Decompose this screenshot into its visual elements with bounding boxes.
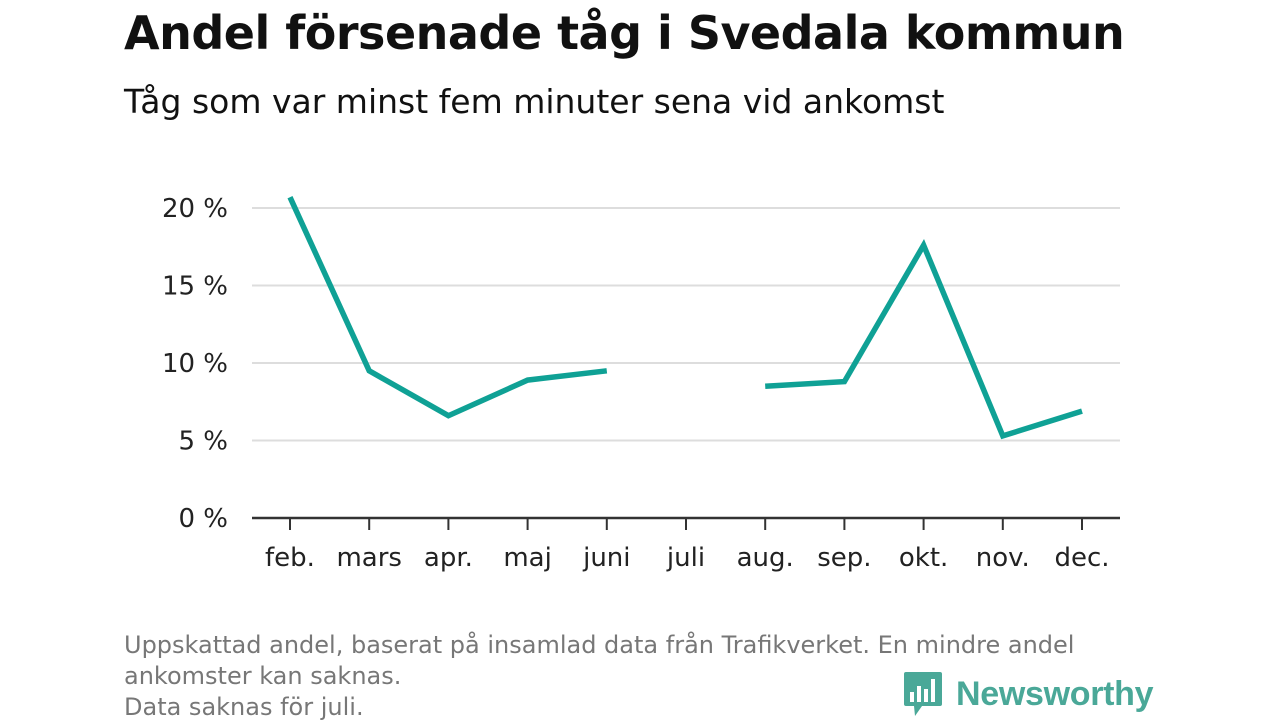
y-tick-label: 20 % bbox=[162, 194, 228, 224]
chart-subtitle: Tåg som var minst fem minuter sena vid a… bbox=[124, 82, 945, 121]
x-tick-label: dec. bbox=[1054, 543, 1109, 573]
footnote-line-3: Data saknas för juli. bbox=[124, 693, 364, 721]
series-line-segment bbox=[287, 196, 608, 419]
newsworthy-logo[interactable]: Newsworthy bbox=[902, 670, 1154, 718]
x-tick-label: maj bbox=[503, 543, 551, 573]
series-line bbox=[287, 196, 1083, 440]
y-tick-label: 10 % bbox=[162, 349, 228, 379]
footnote-line-2: ankomster kan saknas. bbox=[124, 662, 402, 690]
y-tick-label: 15 % bbox=[162, 272, 228, 302]
x-tick-label: juli bbox=[666, 543, 705, 573]
y-tick-label: 0 % bbox=[178, 504, 228, 534]
x-axis bbox=[252, 516, 1120, 530]
x-tick-label: nov. bbox=[976, 543, 1030, 573]
x-tick-labels: feb. mars apr. maj juni juli aug. sep. okt. nov. d… bbox=[265, 543, 1109, 573]
newsworthy-bar-chart-icon bbox=[904, 672, 942, 716]
x-tick-label: apr. bbox=[424, 543, 473, 573]
y-tick-labels: 0 % 5 % 10 % 15 % 20 % bbox=[162, 194, 228, 534]
footnote-line-1: Uppskattad andel, baserat på insamlad da… bbox=[124, 631, 1075, 659]
logo-text: Newsworthy bbox=[956, 674, 1154, 713]
chart-title: Andel försenade tåg i Svedala kommun bbox=[124, 6, 1125, 60]
x-tick-label: aug. bbox=[737, 543, 794, 573]
x-tick-label: sep. bbox=[817, 543, 871, 573]
y-tick-label: 5 % bbox=[178, 427, 228, 457]
x-tick-label: mars bbox=[336, 543, 402, 573]
x-tick-label: okt. bbox=[899, 543, 948, 573]
series-line-segment bbox=[765, 239, 1083, 440]
x-tick-label: juni bbox=[582, 543, 630, 573]
footnote: Uppskattad andel, baserat på insamlad da… bbox=[124, 630, 1164, 723]
x-tick-label: feb. bbox=[265, 543, 315, 573]
